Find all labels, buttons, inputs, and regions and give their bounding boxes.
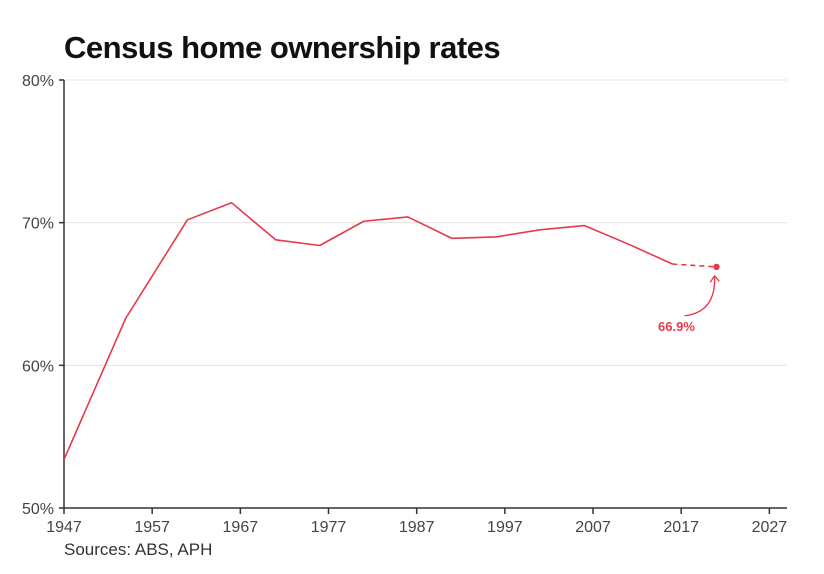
y-tick-label: 50%: [22, 501, 54, 518]
chart-title: Census home ownership rates: [64, 30, 501, 65]
series-layer: [63, 201, 720, 460]
x-tick-label: 1997: [487, 519, 523, 536]
x-tick-label: 2027: [752, 519, 788, 536]
x-tick-label: 1967: [223, 519, 259, 536]
x-tick-label: 1987: [399, 519, 435, 536]
x-tick-label: 1977: [311, 519, 347, 536]
source-note: Sources: ABS, APH: [64, 540, 213, 559]
x-tick-label: 2017: [663, 519, 699, 536]
x-tick-label: 2007: [575, 519, 611, 536]
annotation-arrow: [684, 275, 716, 317]
data-point-latest: [713, 263, 720, 271]
annotation-arrowhead: [709, 274, 720, 283]
y-tick-label: 60%: [22, 358, 54, 375]
series-line-projected: [672, 263, 717, 268]
y-tick-label: 70%: [22, 216, 54, 233]
axes: 50% 60% 70% 80% 1947 1957 1967 1977 1987 1997 2007…: [22, 73, 787, 536]
y-tick-label: 80%: [22, 73, 54, 90]
x-tick-label: 1957: [134, 519, 170, 536]
series-line: [63, 201, 673, 460]
x-tick-label: 1947: [46, 519, 82, 536]
annotation-label: 66.9%: [658, 319, 695, 334]
annotation-layer: 66.9%: [658, 274, 720, 334]
gridlines: [64, 79, 787, 366]
